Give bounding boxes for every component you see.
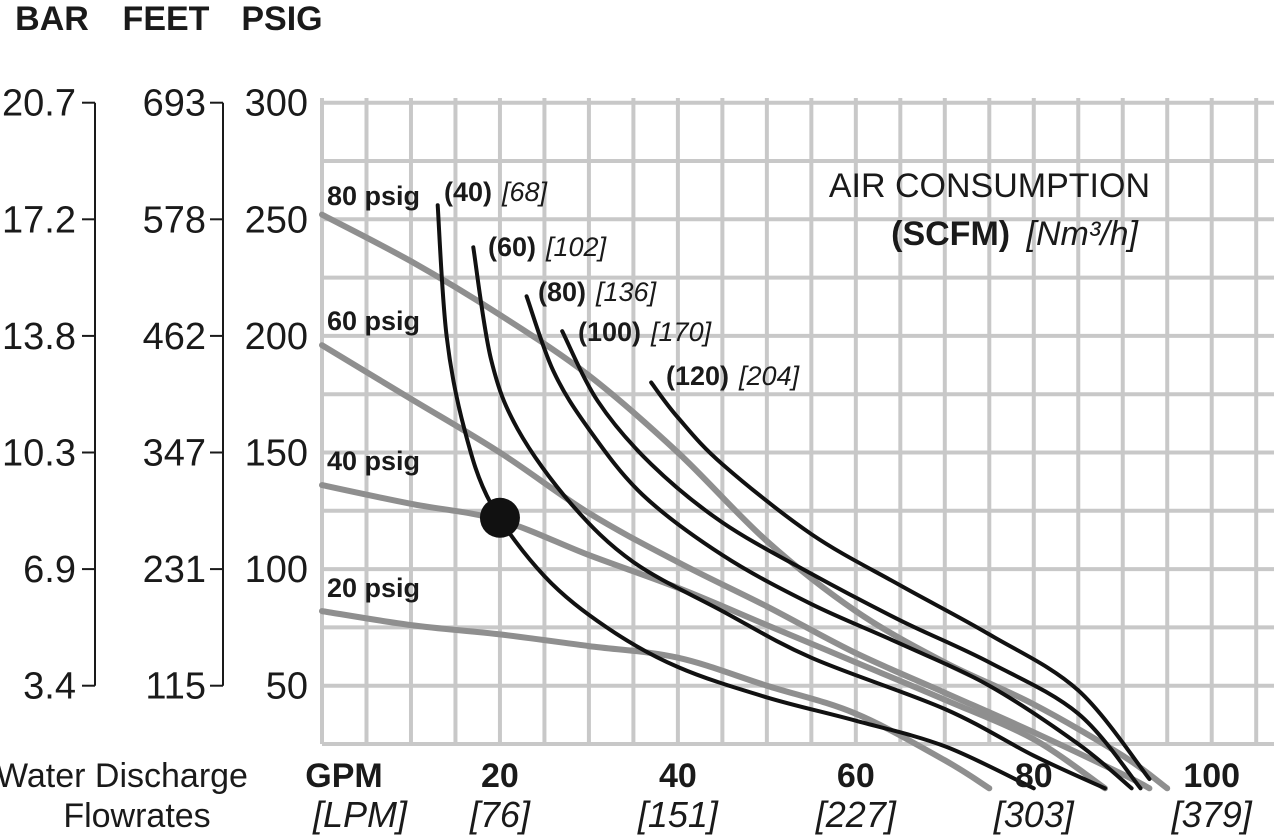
air-curve-label-nm3h: [136]	[595, 277, 658, 307]
operating-point	[479, 497, 520, 538]
air-consumption-legend-unit-scfm: (SCFM)	[891, 215, 1010, 253]
air-curve-60	[471, 245, 1107, 791]
pressure-curve-60-psig	[319, 342, 1153, 792]
x-tick-lpm: [227]	[815, 794, 897, 835]
air-curve-label-nm3h: [170]	[650, 317, 713, 347]
pressure-curve-label: 60 psig	[327, 306, 420, 336]
air-curve-label: (120) [204]	[666, 361, 801, 391]
x-axis-label-line-2: Flowrates	[63, 797, 210, 835]
air-curve-label-scfm: (40)	[444, 177, 492, 207]
air-curve-label: (100) [170]	[578, 317, 713, 347]
pressure-curve-label: 40 psig	[327, 446, 420, 476]
pressure-curve-40-psig	[319, 482, 1108, 792]
air-consumption-legend-unit-nm3h: [Nm³/h]	[1026, 215, 1140, 253]
tick-label-psig: 300	[245, 83, 308, 125]
tick-label-feet: 231	[143, 549, 206, 591]
tick-label-psig: 200	[245, 316, 308, 358]
tick-label-psig: 250	[245, 199, 308, 241]
air-curve-100	[560, 329, 1143, 791]
left-axes: BAR 20.7 17.2 13.8 10.3 6.9 3.4 FEET 693 578 462 34…	[2, 0, 323, 708]
tick-label-bar: 17.2	[2, 199, 76, 241]
x-tick-gpm: 100	[1183, 757, 1240, 795]
air-curve-label-scfm: (120)	[666, 361, 729, 391]
x-tick-gpm: 80	[1015, 757, 1053, 795]
tick-label-feet: 462	[143, 316, 206, 358]
air-curve-label-scfm: (80)	[538, 277, 586, 307]
x-tick-gpm: 60	[837, 757, 875, 795]
x-tick-lpm: [76]	[469, 794, 531, 835]
air-curve-120	[649, 380, 1152, 781]
air-curve-label-scfm: (60)	[488, 232, 536, 262]
tick-label-psig: 100	[245, 549, 308, 591]
tick-label-psig: 150	[245, 433, 308, 475]
x-tick-gpm: 20	[481, 757, 519, 795]
x-axis-label-line-1: Water Discharge	[0, 757, 248, 795]
tick-label-bar: 13.8	[2, 316, 76, 358]
tick-label-feet: 347	[143, 433, 206, 475]
x-tick-lpm: [303]	[993, 794, 1075, 835]
pressure-curve-20-psig	[319, 608, 993, 792]
air-curve-40	[435, 203, 1036, 791]
x-axis: 20[76] 40[151] 60[227] 80[303] 100[379]	[469, 757, 1253, 835]
pressure-curve-80-psig	[319, 211, 1171, 792]
air-curve-80	[524, 294, 1134, 791]
axis-header-feet: FEET	[123, 0, 210, 38]
x-unit-lpm: [LPM]	[312, 794, 408, 835]
tick-label-feet: 693	[143, 83, 206, 125]
tick-label-feet: 578	[143, 199, 206, 241]
air-curve-label: (40) [68]	[444, 177, 549, 207]
pressure-curve-label: 80 psig	[327, 181, 420, 211]
x-tick-lpm: [379]	[1171, 794, 1253, 835]
axis-header-bar: BAR	[15, 0, 89, 38]
tick-label-bar: 10.3	[2, 433, 76, 475]
air-curve-label: (80) [136]	[538, 277, 658, 307]
tick-label-bar: 3.4	[23, 666, 76, 708]
operating-point-group	[479, 497, 520, 538]
x-unit-gpm: GPM	[305, 757, 382, 795]
axis-header-psig: PSIG	[241, 0, 322, 38]
air-consumption-legend-unit: (SCFM) [Nm³/h]	[891, 215, 1139, 253]
air-curve-label-nm3h: [68]	[501, 177, 549, 207]
tick-label-psig: 50	[266, 666, 308, 708]
tick-label-bar: 6.9	[23, 549, 76, 591]
pressure-curves: 80 psig 60 psig 40 psig 20 psig	[319, 181, 1171, 792]
air-consumption-legend-title: AIR CONSUMPTION	[829, 167, 1150, 205]
tick-label-bar: 20.7	[2, 83, 76, 125]
air-curve-label-nm3h: [204]	[738, 361, 801, 391]
x-tick-gpm: 40	[659, 757, 697, 795]
air-curve-label-scfm: (100)	[578, 317, 641, 347]
air-consumption-curves: (40) [68] (60) [102] (80) [136] (100) [170] (120…	[435, 177, 1152, 791]
air-curve-label-nm3h: [102]	[545, 232, 608, 262]
pressure-curve-label: 20 psig	[327, 573, 420, 603]
tick-label-feet: 115	[145, 666, 206, 708]
air-curve-label: (60) [102]	[488, 232, 608, 262]
x-tick-lpm: [151]	[637, 794, 719, 835]
